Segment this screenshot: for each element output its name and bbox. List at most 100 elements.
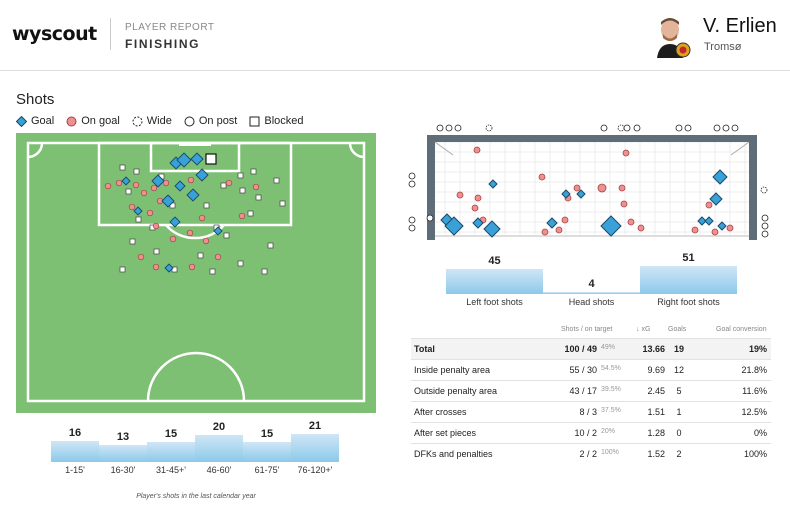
- time-bar: [99, 445, 147, 462]
- shots-title: Shots: [16, 91, 55, 108]
- row-xg: 9.69: [647, 365, 665, 375]
- foot-bar-label: Left foot shots: [466, 297, 523, 307]
- row-shots-pct: 49%: [601, 344, 616, 351]
- row-shots: 10 / 2: [574, 428, 597, 438]
- time-bar-label: 46-60': [206, 465, 232, 475]
- foot-bar: [640, 266, 737, 294]
- time-bar: [147, 442, 195, 462]
- table-row: Inside penalty area 55 / 30 54.5% 9.69 12 21.…: [411, 359, 771, 380]
- shot-blocked: [197, 252, 204, 259]
- shot-blocked: [135, 216, 142, 223]
- shot-blocked: [247, 210, 254, 217]
- shot-blocked: [255, 194, 262, 201]
- shot-on-goal: [104, 182, 112, 190]
- circle-icon: [66, 116, 77, 126]
- header-conversion: Goal conversion: [716, 326, 767, 333]
- shot-goal: [164, 263, 174, 273]
- legend-wide: Wide: [132, 115, 172, 127]
- time-bar: [195, 435, 243, 462]
- player-name: V. Erlien: [703, 15, 777, 37]
- shot-blocked: [239, 187, 246, 194]
- shot-blocked: [119, 266, 126, 273]
- table-row: DFKs and penalties 2 / 2 100% 1.52 2 100%: [411, 443, 771, 464]
- shot-blocked: [119, 164, 126, 171]
- shot-on-goal: [140, 189, 148, 197]
- dashed-circle-icon: [132, 116, 143, 126]
- foot-bar-label: Head shots: [568, 297, 615, 307]
- goal-line-marker: [179, 143, 211, 146]
- shot-blocked: [133, 168, 140, 175]
- foot-bar-value: 45: [488, 255, 501, 267]
- foot-bars-chart: 45 Left foot shots 4 Head shots 51 Right foot…: [446, 252, 738, 312]
- shot-blocked: [203, 202, 210, 209]
- shot-on-goal: [152, 222, 160, 230]
- shot-blocked: [279, 200, 286, 207]
- ring-icon: [184, 116, 195, 126]
- legend-blocked-label: Blocked: [264, 115, 304, 127]
- time-bar: [291, 434, 339, 462]
- shot-on-goal: [186, 229, 194, 237]
- shot-blocked: [273, 177, 280, 184]
- shot-goal: [169, 216, 181, 228]
- row-xg: 1.51: [647, 407, 665, 417]
- legend-wide-label: Wide: [146, 115, 172, 127]
- shot-goal: [133, 206, 143, 216]
- row-goals: 2: [676, 449, 682, 459]
- legend-on-post: On post: [184, 115, 237, 127]
- time-bar-label: 31-45+': [156, 465, 186, 475]
- row-name: Total: [414, 344, 435, 354]
- foot-bar-label: Right foot shots: [657, 297, 720, 307]
- time-bar-value: 20: [212, 421, 226, 433]
- shot-on-goal: [187, 176, 195, 184]
- goal-frame-map: [408, 124, 769, 240]
- player-team: Tromsø: [704, 41, 742, 53]
- diamond-icon: [16, 115, 27, 127]
- shot-blocked: [153, 248, 160, 255]
- shot-goal: [174, 180, 186, 192]
- row-shots: 8 / 3: [579, 407, 597, 417]
- goal-scored-markers: [440, 169, 728, 238]
- time-bar-value: 15: [164, 428, 178, 440]
- shot-goal: [190, 152, 204, 166]
- shot-pitch-map: [16, 133, 376, 413]
- row-goals: 1: [676, 407, 682, 417]
- row-shots: 55 / 30: [569, 365, 597, 375]
- time-bar-value: 13: [116, 431, 130, 443]
- row-shots-pct: 39.5%: [601, 386, 621, 393]
- time-bar-value: 16: [68, 427, 82, 439]
- pitch-shot-markers: [104, 152, 286, 275]
- row-goals: 19: [673, 344, 684, 354]
- shot-on-goal: [188, 263, 196, 271]
- table-total-row: Total 100 / 49 49% 13.66 19 19%: [411, 338, 771, 359]
- time-bars-chart: 16 1-15' 13 16-30' 15 31-45+' 20 46-60' 15 61-75'…: [51, 420, 339, 475]
- shot-on-goal: [115, 179, 123, 187]
- report-title: FINISHING: [125, 37, 201, 51]
- row-name: Inside penalty area: [414, 365, 491, 375]
- shot-goal: [213, 226, 223, 236]
- shot-on-goal: [132, 181, 140, 189]
- time-bar-label: 76-120+': [297, 465, 333, 475]
- report-header: wyscout PLAYER REPORT FINISHING V. Erlie…: [0, 0, 790, 71]
- time-bar-label: 61-75': [254, 465, 280, 475]
- legend-on-goal: On goal: [66, 115, 120, 127]
- shot-blocked: [125, 188, 132, 195]
- row-shots-pct: 20%: [601, 428, 616, 435]
- time-bar-label: 1-15': [65, 465, 85, 475]
- shot-blocked: [209, 268, 216, 275]
- shot-blocked: [261, 268, 268, 275]
- table-header: Shots / on target ↓ xG Goals Goal conver…: [411, 322, 771, 338]
- time-bar: [51, 441, 99, 462]
- player-avatar: [657, 18, 691, 58]
- row-conversion: 0%: [753, 428, 767, 438]
- row-conversion: 21.8%: [741, 365, 767, 375]
- header-goals: Goals: [668, 326, 687, 333]
- row-conversion: 19%: [748, 344, 767, 354]
- row-shots-pct: 37.5%: [601, 407, 621, 414]
- shot-blocked: [250, 168, 257, 175]
- shot-on-goal: [202, 237, 210, 245]
- row-name: After crosses: [414, 407, 467, 417]
- shot-on-goal: [252, 183, 260, 191]
- square-icon: [249, 116, 260, 126]
- row-goals: 5: [676, 386, 682, 396]
- row-goals: 0: [676, 428, 682, 438]
